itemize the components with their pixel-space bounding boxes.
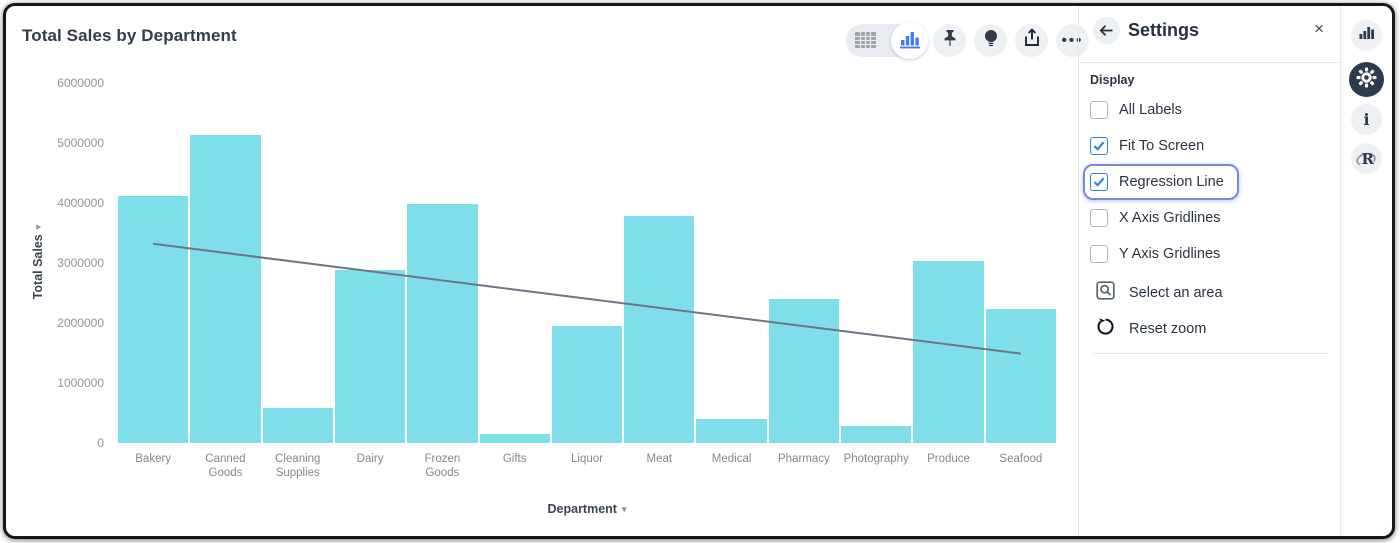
reset-zoom-action[interactable]: Reset zoom [1096, 317, 1206, 341]
unchecked-checkbox[interactable] [1090, 245, 1108, 263]
bar-seafood[interactable] [985, 309, 1056, 443]
bar-photography[interactable] [841, 426, 912, 443]
y-tick-label: 6000000 [57, 76, 104, 90]
x-tick-label: Gifts [502, 453, 527, 465]
actions-divider [1094, 353, 1328, 354]
bar-liquor[interactable] [551, 326, 623, 443]
header-divider [1079, 62, 1340, 63]
reset-zoom-icon [1096, 317, 1115, 341]
chevron-down-icon: ▾ [33, 224, 43, 230]
bar-chart-icon[interactable] [891, 21, 928, 59]
chevron-down-icon: ▾ [621, 504, 627, 514]
x-tick-label: Seafood [999, 453, 1043, 465]
x-tick-label: Dairy [356, 453, 384, 465]
bar-meat[interactable] [624, 216, 695, 443]
y-tick-label: 5000000 [57, 136, 104, 150]
more-icon: ••• [1061, 31, 1084, 49]
info-icon: i [1363, 110, 1370, 129]
viz-type-toggle[interactable] [846, 21, 928, 59]
bar-pharmacy[interactable] [768, 299, 840, 443]
table-icon[interactable] [855, 31, 876, 53]
area-select-icon [1096, 281, 1115, 305]
checkbox-label: Fit To Screen [1119, 138, 1205, 154]
unchecked-checkbox[interactable] [1090, 101, 1108, 119]
rail-chart-button[interactable] [1351, 20, 1382, 51]
pin-button[interactable] [933, 23, 966, 57]
close-button[interactable]: × [1314, 19, 1324, 38]
display-section-label: Display [1090, 73, 1135, 87]
checkbox-row-all-labels[interactable]: All Labels [1090, 92, 1182, 128]
checkbox-label: Regression Line [1119, 174, 1224, 190]
y-tick-label: 3000000 [57, 256, 104, 270]
chart-toolbar: ••• [846, 21, 1089, 59]
x-tick-label: Meat [646, 453, 673, 465]
bar-canned-goods[interactable] [190, 135, 261, 443]
x-tick-label: Photography [843, 453, 909, 465]
unchecked-checkbox[interactable] [1090, 209, 1108, 227]
insights-button[interactable] [974, 23, 1007, 57]
panel-divider [1078, 6, 1079, 537]
checkbox-label: All Labels [1119, 102, 1182, 118]
checkbox-label: X Axis Gridlines [1119, 210, 1221, 226]
select-area-label: Select an area [1129, 285, 1223, 301]
x-tick-label: Pharmacy [778, 453, 830, 465]
reset-zoom-label: Reset zoom [1129, 321, 1207, 337]
x-tick-label: Liquor [571, 453, 603, 465]
gear-icon [1356, 67, 1377, 93]
back-button[interactable] [1093, 17, 1120, 44]
rail-r-button[interactable]: R [1351, 143, 1382, 174]
export-button[interactable] [1015, 23, 1048, 57]
x-tick-label: Medical [711, 453, 752, 465]
settings-title: Settings [1128, 20, 1200, 40]
checked-checkbox[interactable] [1090, 173, 1108, 191]
checkbox-row-fit-to-screen[interactable]: Fit To Screen [1090, 128, 1204, 164]
x-axis-title[interactable]: Department ▾ [547, 502, 627, 516]
checkbox-row-x-axis-gridlines[interactable]: X Axis Gridlines [1090, 200, 1221, 236]
checked-checkbox[interactable] [1090, 137, 1108, 155]
rail-divider [1340, 6, 1341, 537]
checkbox-row-regression-line[interactable]: Regression Line [1083, 164, 1239, 200]
left-arrow-icon [1099, 25, 1113, 36]
pin-icon [942, 29, 958, 52]
rail-settings-button[interactable] [1349, 62, 1384, 97]
chart-title: Total Sales by Department [22, 26, 237, 45]
select-area-action[interactable]: Select an area [1096, 281, 1223, 305]
x-tick-label: Bakery [135, 453, 172, 465]
x-tick-label: Canned Goods [205, 453, 246, 479]
bar-bakery[interactable] [118, 195, 189, 443]
checkbox-label: Y Axis Gridlines [1119, 246, 1221, 262]
display-options: All Labels Fit To Screen Regression Line X … [1083, 92, 1239, 272]
y-axis-title[interactable]: Total Sales▾ [31, 224, 45, 300]
x-tick-label: Frozen Goods [424, 453, 461, 479]
bar-chart-icon [1359, 26, 1375, 45]
bar-produce[interactable] [913, 261, 984, 443]
lightbulb-icon [983, 29, 999, 52]
more-options-button[interactable]: ••• [1056, 23, 1089, 57]
y-tick-label: 4000000 [57, 196, 104, 210]
bar-gifts[interactable] [479, 434, 550, 443]
y-tick-label: 2000000 [57, 316, 104, 330]
bar-cleaning-supplies[interactable] [262, 408, 333, 443]
bar-dairy[interactable] [334, 270, 406, 443]
checkbox-row-y-axis-gridlines[interactable]: Y Axis Gridlines [1090, 236, 1220, 272]
bar-frozen-goods[interactable] [407, 204, 478, 443]
rail-info-button[interactable]: i [1351, 104, 1382, 135]
y-tick-label: 1000000 [57, 376, 104, 390]
r-logo-icon: R [1354, 150, 1378, 168]
y-tick-label: 0 [97, 436, 104, 450]
x-tick-label: Cleaning Supplies [275, 453, 321, 479]
x-tick-label: Produce [927, 453, 970, 465]
share-icon [1023, 28, 1041, 52]
settings-header: Settings × [1078, 14, 1340, 50]
bar-medical[interactable] [696, 419, 767, 443]
